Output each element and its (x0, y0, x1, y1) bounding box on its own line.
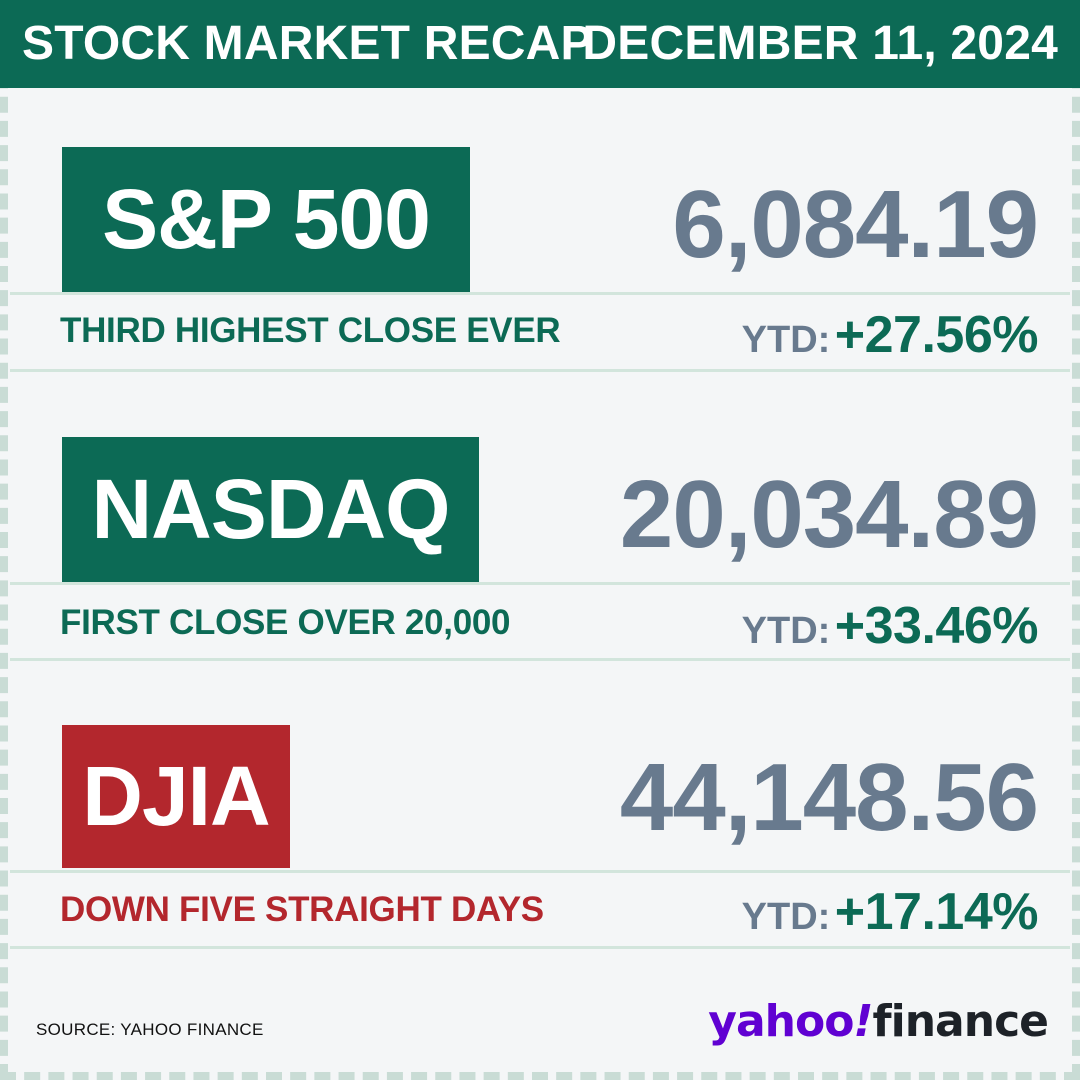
nasdaq-value: 20,034.89 (619, 461, 1039, 568)
divider (10, 658, 1070, 661)
divider (10, 870, 1070, 873)
divider (10, 582, 1070, 585)
logo-exclamation: ! (853, 996, 873, 1047)
logo-yahoo-text: yahoo (708, 996, 854, 1047)
sp500-badge: S&P 500 (62, 147, 470, 292)
page-title: STOCK MARKET RECAP (22, 17, 593, 70)
divider (10, 292, 1070, 295)
sp500-value: 6,084.19 (672, 171, 1039, 278)
djia-name: DJIA (82, 749, 270, 843)
djia-note: DOWN FIVE STRAIGHT DAYS (60, 890, 544, 929)
ytd-change: +27.56% (834, 306, 1039, 364)
ytd-label: YTD: (741, 319, 831, 361)
divider (10, 369, 1070, 372)
sp500-ytd: YTD: +27.56% (741, 306, 1039, 376)
nasdaq-note: FIRST CLOSE OVER 20,000 (60, 603, 511, 642)
sp500-note: THIRD HIGHEST CLOSE EVER (60, 311, 561, 350)
nasdaq-badge: NASDAQ (62, 437, 479, 582)
ytd-label: YTD: (741, 896, 831, 938)
recap-date: DECEMBER 11, 2024 (582, 17, 1058, 70)
divider (10, 946, 1070, 949)
djia-badge: DJIA (62, 725, 290, 868)
logo-finance-text: finance (872, 996, 1049, 1047)
header-bar: STOCK MARKET RECAP DECEMBER 11, 2024 (0, 0, 1080, 88)
djia-ytd: YTD: +17.14% (741, 883, 1039, 953)
sp500-name: S&P 500 (102, 172, 431, 266)
djia-value: 44,148.56 (619, 744, 1039, 851)
yahoo-finance-logo: yahoo!finance (708, 994, 1049, 1050)
ytd-label: YTD: (741, 610, 831, 652)
ytd-change: +33.46% (834, 597, 1039, 655)
nasdaq-name: NASDAQ (91, 462, 450, 556)
nasdaq-ytd: YTD: +33.46% (741, 597, 1039, 667)
source-credit: SOURCE: YAHOO FINANCE (36, 1020, 264, 1039)
ytd-change: +17.14% (834, 883, 1039, 941)
